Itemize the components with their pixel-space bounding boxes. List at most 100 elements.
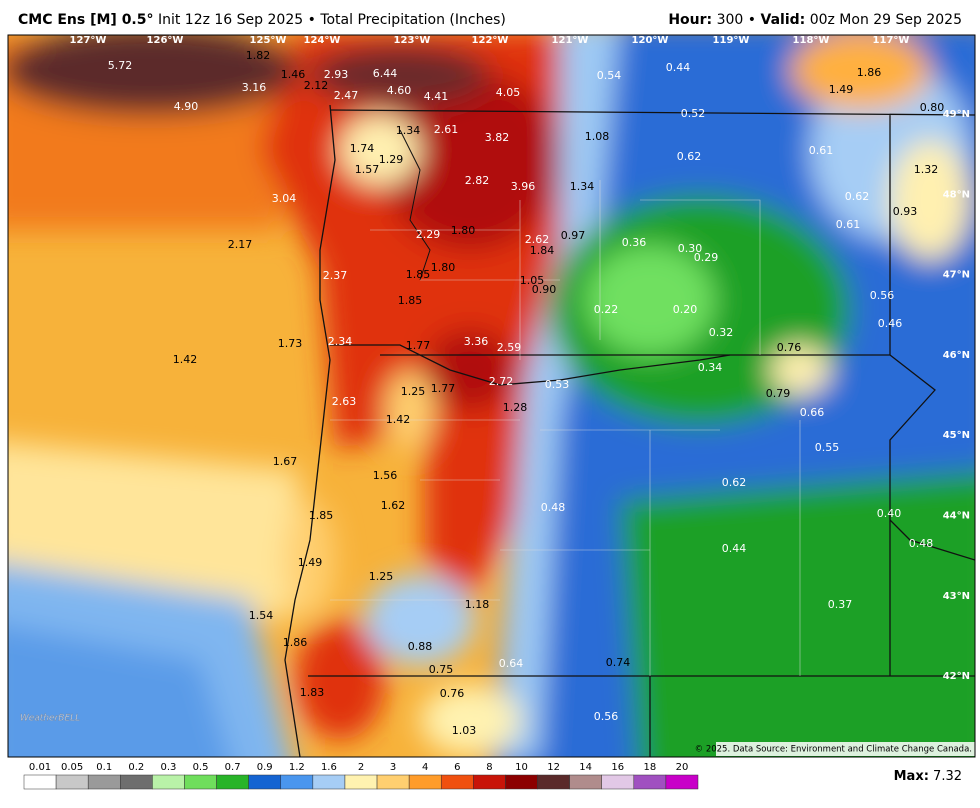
colorbar-swatch xyxy=(537,774,570,790)
sep: • xyxy=(308,12,316,28)
value-label: 1.62 xyxy=(381,499,406,512)
value-label: 1.25 xyxy=(401,385,426,398)
colorbar-label: 18 xyxy=(643,762,656,773)
value-label: 0.62 xyxy=(677,150,702,163)
colorbar-swatch xyxy=(120,774,153,790)
value-label: 3.36 xyxy=(464,335,489,348)
value-label: 2.29 xyxy=(416,228,441,241)
value-label: 1.80 xyxy=(451,224,476,237)
value-label: 0.55 xyxy=(815,441,840,454)
value-label: 2.63 xyxy=(332,395,357,408)
value-label: 1.34 xyxy=(570,180,595,193)
hour-label: Hour: xyxy=(668,12,712,28)
lon-label: 121°W xyxy=(552,35,589,46)
county-lines xyxy=(330,180,801,676)
lat-label: 48°N xyxy=(943,189,970,200)
value-label: 0.90 xyxy=(532,283,557,296)
header: CMC Ens [M] 0.5° Init 12z 16 Sep 2025 • … xyxy=(18,12,962,28)
lon-label: 120°W xyxy=(632,35,669,46)
value-label: 6.44 xyxy=(373,67,398,80)
colorbar-swatch xyxy=(55,774,89,790)
colorbar-swatch xyxy=(473,774,506,790)
lat-label: 49°N xyxy=(943,109,970,120)
value-label: 1.85 xyxy=(398,294,423,307)
value-label: 0.74 xyxy=(606,656,631,669)
value-label: 1.49 xyxy=(298,556,323,569)
value-label: 3.82 xyxy=(485,131,510,144)
value-label: 4.41 xyxy=(424,90,449,103)
value-label: 1.82 xyxy=(246,49,271,62)
lon-label: 117°W xyxy=(873,35,910,46)
colorbar-swatch xyxy=(344,774,378,790)
colorbar-label: 0.5 xyxy=(193,762,209,773)
value-label: 1.34 xyxy=(396,124,421,137)
lon-label: 122°W xyxy=(472,35,509,46)
value-label: 0.48 xyxy=(541,501,566,514)
value-label: 1.85 xyxy=(406,268,431,281)
colorbar-label: 0.7 xyxy=(225,762,241,773)
map: 127°W 126°W 125°W 124°W 123°W 122°W 121°W 120°W… xyxy=(8,35,975,757)
value-label: 1.73 xyxy=(278,337,303,350)
lat-label: 45°N xyxy=(943,430,970,441)
value-label: 0.97 xyxy=(561,229,586,242)
colorbar-label: 6 xyxy=(454,762,460,773)
colorbar-swatch xyxy=(152,774,185,790)
colorbar-swatch xyxy=(376,774,410,790)
colorbar-label: 2 xyxy=(358,762,364,773)
colorbar-swatch xyxy=(408,774,442,790)
value-label: 1.05 xyxy=(520,274,545,287)
value-label: 0.29 xyxy=(694,251,719,264)
colorbar-swatch xyxy=(312,774,346,790)
value-label: 1.86 xyxy=(283,636,308,649)
value-label: 1.42 xyxy=(173,353,198,366)
header-right: Hour: 300 • Valid: 00z Mon 29 Sep 2025 xyxy=(668,12,962,28)
value-label: 1.56 xyxy=(373,469,398,482)
value-label: 1.85 xyxy=(309,509,334,522)
lon-label: 127°W xyxy=(70,35,107,46)
hour: 300 xyxy=(717,12,744,28)
value-label: 0.46 xyxy=(878,317,903,330)
value-label: 0.44 xyxy=(722,542,747,555)
value-label: 0.44 xyxy=(666,61,691,74)
value-label: 0.61 xyxy=(809,144,834,157)
valid: 00z Mon 29 Sep 2025 xyxy=(810,12,962,28)
value-label: 0.48 xyxy=(909,537,934,550)
value-label: 1.18 xyxy=(465,598,490,611)
lat-label: 42°N xyxy=(943,671,970,682)
borders xyxy=(284,104,975,757)
value-label: 0.79 xyxy=(766,387,791,400)
sep: • xyxy=(748,12,756,28)
latitude-labels: 49°N 48°N 47°N 46°N 45°N 44°N 43°N 42°N xyxy=(943,109,970,682)
lon-label: 119°W xyxy=(713,35,750,46)
colorbar-label: 12 xyxy=(547,762,560,773)
colorbar-label: 4 xyxy=(422,762,428,773)
value-label: 1.46 xyxy=(281,68,306,81)
value-label: 4.90 xyxy=(174,100,199,113)
value-label: 0.62 xyxy=(722,476,747,489)
value-label: 0.64 xyxy=(499,657,524,670)
value-label: 1.08 xyxy=(585,130,610,143)
lon-label: 126°W xyxy=(147,35,184,46)
value-label: 0.88 xyxy=(408,640,433,653)
value-label: 2.47 xyxy=(334,89,359,102)
value-label: 2.12 xyxy=(304,79,329,92)
header-left: CMC Ens [M] 0.5° Init 12z 16 Sep 2025 • … xyxy=(18,12,506,28)
value-label: 2.59 xyxy=(497,341,522,354)
colorbar-swatch xyxy=(216,774,249,790)
value-label: 1.57 xyxy=(355,163,380,176)
lat-label: 46°N xyxy=(943,350,970,361)
lon-label: 118°W xyxy=(793,35,830,46)
value-label: 1.84 xyxy=(530,244,555,257)
colorbar-label: 1.2 xyxy=(289,762,305,773)
credit-bg xyxy=(716,742,975,756)
value-label: 1.54 xyxy=(249,609,274,622)
colorbar-swatch xyxy=(248,774,282,790)
value-label: 0.53 xyxy=(545,378,570,391)
value-label: 0.62 xyxy=(845,190,870,203)
colorbar-label: 14 xyxy=(579,762,592,773)
value-label: 0.32 xyxy=(709,326,734,339)
value-label: 0.52 xyxy=(681,107,706,120)
valid-label: Valid: xyxy=(761,12,806,28)
map-frame xyxy=(7,34,976,758)
colorbar-swatch xyxy=(569,774,602,790)
